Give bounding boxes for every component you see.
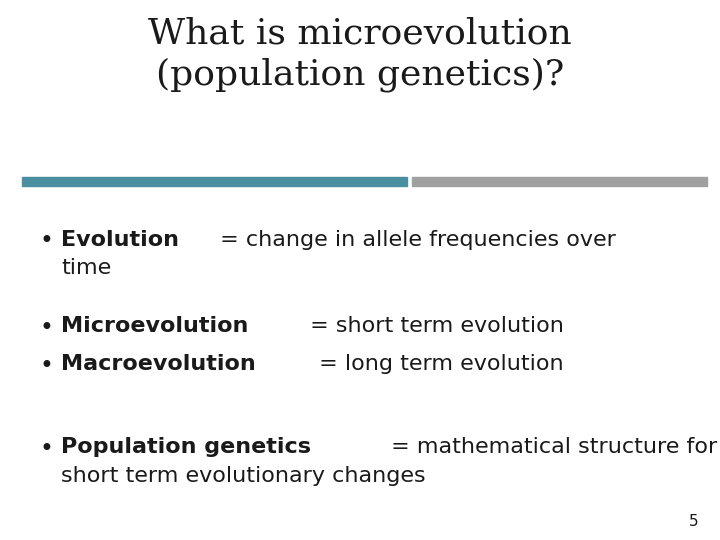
Text: •: • <box>40 316 53 340</box>
Text: •: • <box>40 354 53 377</box>
Text: Population genetics: Population genetics <box>61 437 311 457</box>
Text: Evolution: Evolution <box>61 230 179 249</box>
Text: = mathematical structure for: = mathematical structure for <box>384 437 717 457</box>
Bar <box>412 177 707 186</box>
Text: short term evolutionary changes: short term evolutionary changes <box>61 466 426 486</box>
Text: •: • <box>40 437 53 461</box>
Text: 5: 5 <box>689 514 698 529</box>
Text: •: • <box>40 230 53 253</box>
Text: Microevolution: Microevolution <box>61 316 248 336</box>
Text: = long term evolution: = long term evolution <box>312 354 564 374</box>
Text: Macroevolution: Macroevolution <box>61 354 256 374</box>
Text: = short term evolution: = short term evolution <box>303 316 564 336</box>
Text: time: time <box>61 258 112 278</box>
Text: = change in allele frequencies over: = change in allele frequencies over <box>213 230 616 249</box>
Text: What is microevolution
(population genetics)?: What is microevolution (population genet… <box>148 16 572 91</box>
Bar <box>22 177 407 186</box>
